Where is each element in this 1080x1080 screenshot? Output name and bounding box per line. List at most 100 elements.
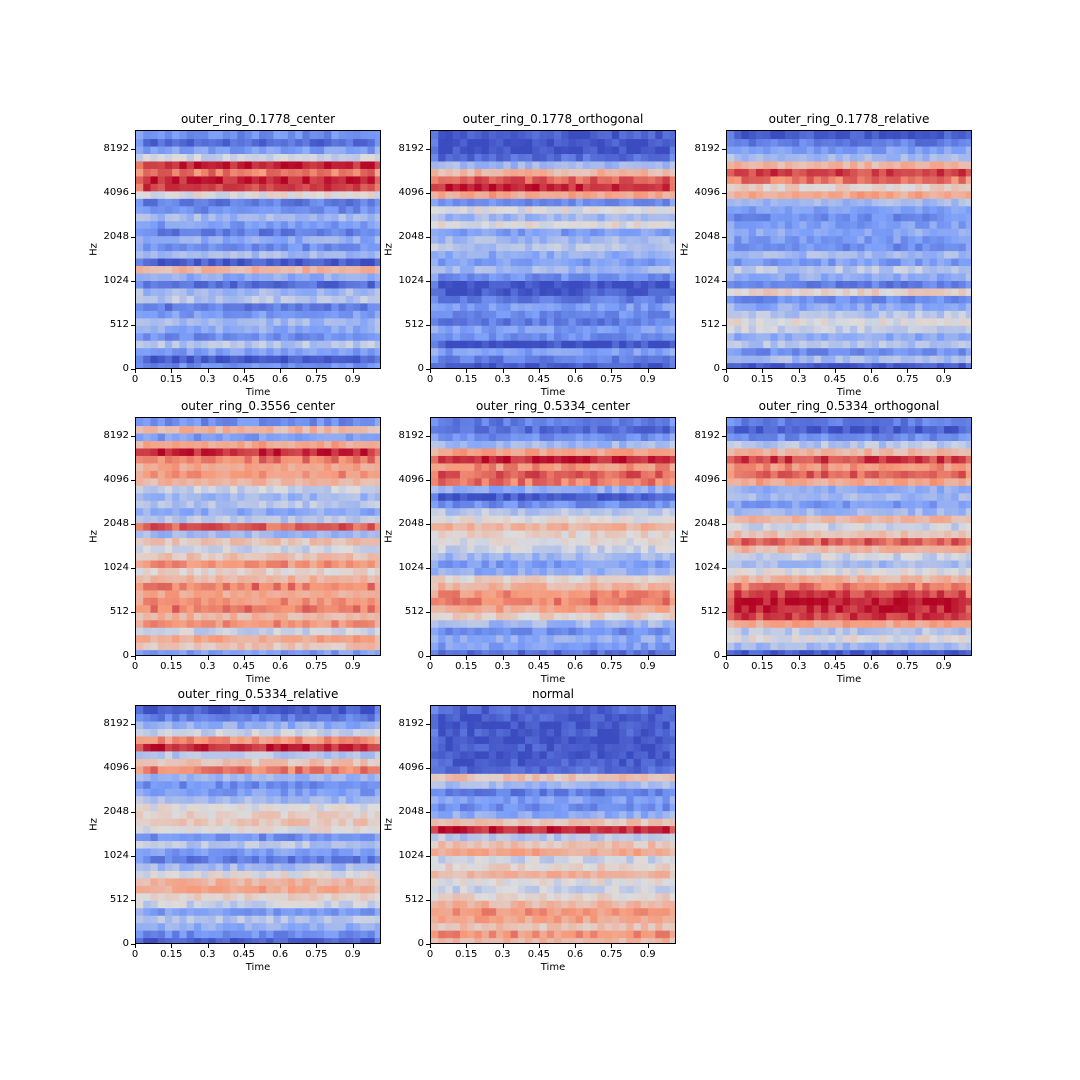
heatmap-cell — [201, 295, 209, 304]
heatmap-cell — [907, 317, 916, 326]
heatmap-cell — [655, 347, 664, 356]
heatmap-cell — [907, 332, 916, 341]
heatmap-cell — [496, 153, 504, 162]
heatmap-cell — [259, 485, 267, 494]
heatmap-cell — [345, 649, 354, 655]
heatmap-cell — [193, 544, 202, 554]
heatmap-cell — [662, 160, 671, 169]
heatmap-cell — [353, 597, 361, 606]
heatmap-cell — [741, 205, 750, 214]
heatmap-cell — [590, 250, 599, 259]
heatmap-cell — [597, 559, 606, 568]
heatmap-cell — [431, 235, 439, 244]
heatmap-cell — [510, 310, 519, 319]
heatmap-cell — [280, 559, 289, 568]
heatmap-cell — [309, 642, 318, 651]
heatmap-cell — [309, 627, 318, 636]
heatmap-cell — [215, 131, 224, 140]
heatmap-cell — [266, 347, 275, 356]
heatmap-cell — [259, 295, 267, 304]
heatmap-cell — [669, 257, 675, 267]
heatmap-cell — [806, 145, 815, 155]
heatmap-cell — [965, 295, 971, 304]
heatmap-cell — [222, 287, 231, 296]
heatmap-cell — [871, 362, 880, 368]
heatmap-cell — [878, 153, 887, 162]
heatmap-cell — [438, 340, 447, 349]
heatmap-cell — [850, 272, 858, 281]
heatmap-cell — [237, 418, 246, 427]
heatmap-cell — [799, 332, 808, 341]
heatmap-cell — [287, 485, 296, 494]
heatmap-cell — [309, 470, 318, 479]
heatmap-cell — [309, 604, 318, 613]
heatmap-cell — [915, 153, 923, 162]
heatmap-cell — [467, 265, 476, 274]
heatmap-cell — [568, 642, 577, 651]
heatmap-cell — [857, 138, 866, 147]
heatmap-cell — [575, 552, 584, 561]
heatmap-cell — [150, 612, 159, 621]
heatmap-cell — [338, 544, 347, 554]
heatmap-cell — [669, 582, 675, 591]
heatmap-cell — [626, 619, 635, 628]
heatmap-cell — [669, 597, 675, 606]
heatmap-cell — [230, 574, 238, 583]
heatmap-cell — [215, 537, 224, 546]
heatmap-cell — [640, 287, 649, 296]
heatmap-cell — [582, 175, 591, 184]
heatmap-cell — [842, 257, 851, 267]
heatmap-cell — [295, 310, 304, 319]
heatmap-cell — [850, 310, 858, 319]
heatmap-cell — [353, 544, 361, 554]
heatmap-cell — [266, 138, 275, 147]
heatmap-cell — [431, 272, 439, 281]
heatmap-cell — [922, 325, 931, 334]
heatmap-cell — [193, 500, 202, 509]
heatmap-cell — [172, 325, 181, 334]
heatmap-cell — [893, 265, 902, 274]
heatmap-cell — [951, 355, 960, 364]
heatmap-cell — [604, 552, 613, 561]
heatmap-cell — [251, 325, 260, 334]
heatmap-cell — [244, 485, 253, 494]
heatmap-cell — [864, 257, 873, 267]
heatmap-cell — [842, 302, 851, 311]
heatmap-cell — [302, 530, 311, 539]
heatmap-cell — [539, 287, 548, 296]
heatmap-cell — [345, 597, 354, 606]
heatmap-cell — [251, 198, 260, 207]
heatmap-cell — [431, 604, 439, 613]
heatmap-cell — [186, 567, 195, 576]
heatmap-cell — [431, 168, 439, 177]
heatmap-cell — [958, 302, 967, 311]
heatmap-cell — [784, 198, 793, 207]
heatmap-cell — [367, 198, 376, 207]
heatmap-cell — [237, 500, 246, 509]
heatmap-cell — [929, 153, 938, 162]
heatmap-cell — [259, 213, 267, 222]
heatmap-cell — [309, 530, 318, 539]
heatmap-cell — [806, 362, 815, 368]
heatmap-cell — [835, 362, 844, 368]
heatmap-cell — [367, 347, 376, 356]
heatmap-cell — [655, 235, 664, 244]
heatmap-cell — [150, 530, 159, 539]
heatmap-cell — [488, 627, 497, 636]
heatmap-cell — [893, 190, 902, 199]
heatmap-cell — [777, 131, 786, 140]
heatmap-cell — [640, 597, 649, 606]
heatmap-cell — [266, 634, 275, 643]
heatmap-cell — [467, 325, 476, 334]
heatmap-cell — [741, 250, 750, 259]
heatmap-cell — [164, 213, 173, 222]
heatmap-cell — [755, 325, 764, 334]
heatmap-cell — [590, 131, 599, 140]
heatmap-cell — [353, 235, 361, 244]
heatmap-cell — [633, 627, 642, 636]
heatmap-cell — [244, 425, 253, 434]
heatmap-cell — [539, 589, 548, 598]
heatmap-cell — [590, 642, 599, 651]
heatmap-cell — [532, 325, 541, 334]
heatmap-cell — [193, 559, 202, 568]
